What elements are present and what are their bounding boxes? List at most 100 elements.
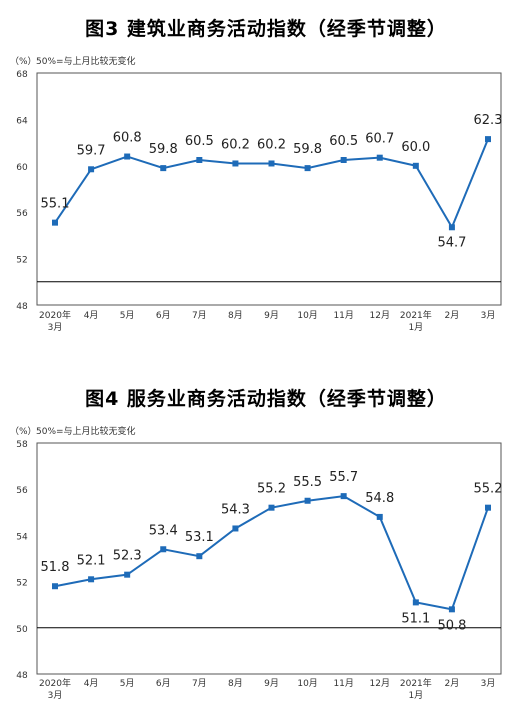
chart2-data-label: 54.3 — [221, 502, 250, 517]
chart2-data-label: 55.2 — [474, 482, 503, 497]
chart2-xtick-label: 12月 — [370, 678, 390, 689]
chart1-xtick-label: 2021年 1月 — [400, 309, 432, 333]
chart1-data-point — [448, 224, 455, 231]
chart1-data-label: 59.8 — [293, 142, 322, 157]
chart1-data-point — [340, 157, 347, 163]
chart1-ytick-label: 48 — [16, 302, 28, 312]
chart2-data-point — [448, 606, 455, 613]
chart1-data-label: 59.7 — [77, 143, 106, 158]
chart2-data-point — [196, 553, 203, 560]
chart2-ytick-label: 58 — [16, 440, 28, 450]
chart1-xtick-label: 9月 — [264, 310, 279, 321]
chart1-unit: （%） — [10, 57, 37, 67]
chart1-plot-frame — [36, 72, 502, 306]
chart2-plot: 48 50 52 54 56 58 2020年 3月 4月 5月 6月 7月 8月 9月 10月 11月 12月… — [16, 440, 503, 701]
chart1-data-point — [412, 162, 419, 169]
chart2-ytick-label: 54 — [16, 532, 28, 542]
chart1-data-label: 60.5 — [329, 134, 358, 149]
chart2-data-label: 53.1 — [185, 530, 214, 545]
chart2-data-label: 51.8 — [41, 560, 70, 575]
chart1-xtick-label: 8月 — [228, 310, 243, 321]
chart2-data-point — [160, 546, 167, 553]
chart1-data-point — [485, 136, 491, 143]
chart1-data-point — [304, 165, 311, 172]
chart1-data-label: 60.8 — [113, 131, 142, 146]
chart2-data-point — [304, 497, 311, 504]
chart2-ytick-label: 50 — [16, 625, 28, 635]
chart2-data-label: 55.5 — [293, 475, 322, 490]
chart1-data-label: 59.8 — [149, 142, 178, 157]
chart2-xtick-label: 11月 — [333, 678, 353, 689]
chart1-data-point — [124, 153, 131, 160]
chart1-data-label: 60.5 — [185, 134, 214, 149]
chart2-plot-frame — [36, 442, 502, 675]
chart2-data-label: 51.1 — [401, 611, 430, 626]
chart2-data-point — [340, 493, 347, 500]
chart1-plot: 48 52 56 60 64 68 2020年 3月 4月 5月 6月 7月 8月 9月 10月 11月 12月… — [16, 70, 503, 333]
chart2-xtick-label: 6月 — [156, 678, 171, 689]
chart1-data-label: 54.7 — [437, 235, 466, 250]
chart2-xtick-label: 10月 — [297, 678, 317, 689]
chart2-ytick-label: 56 — [16, 486, 28, 496]
chart1-data-point — [52, 219, 58, 226]
chart2-data-point — [88, 576, 95, 583]
chart1-data-label: 62.3 — [474, 113, 503, 128]
chart2-xtick-label: 2020年 3月 — [39, 677, 71, 701]
chart2-data-label: 52.3 — [113, 549, 142, 564]
chart1-data-label: 55.1 — [41, 197, 70, 212]
chart2-data-label: 54.8 — [365, 491, 394, 506]
chart1-data-label: 60.0 — [401, 140, 430, 155]
chart2-xtick-label: 8月 — [228, 678, 243, 689]
chart2-data-label: 55.7 — [329, 470, 358, 485]
chart2-unit: （%） — [10, 427, 37, 437]
chart1-xtick-label: 7月 — [192, 310, 207, 321]
chart2-data-label: 55.2 — [257, 482, 286, 497]
chart2-data-point — [124, 571, 131, 578]
chart2-data-label: 50.8 — [437, 618, 466, 633]
chart2-xtick-label: 2021年 1月 — [400, 677, 432, 701]
chart2-data-point — [376, 513, 383, 520]
chart2-data-point — [412, 599, 419, 606]
chart1-xtick-label: 2月 — [445, 310, 460, 321]
chart1-data-label: 60.7 — [365, 132, 394, 147]
chart2-data-point — [485, 504, 491, 511]
chart1-ytick-label: 60 — [16, 163, 28, 173]
chart2-note: 50%=与上月比较无变化 — [36, 427, 136, 437]
chart2-data-point — [52, 583, 58, 590]
chart1-data-point — [376, 154, 383, 161]
chart1-ytick-label: 52 — [16, 256, 27, 266]
chart1-xtick-label: 12月 — [370, 310, 390, 321]
chart1-xtick-label: 4月 — [84, 310, 99, 321]
chart1-xtick-label: 5月 — [120, 310, 135, 321]
chart2-data-label: 53.4 — [149, 523, 178, 538]
chart2-title: 图4 服务业商务活动指数（经季节调整） — [85, 388, 447, 410]
chart2-xtick-label: 7月 — [192, 678, 207, 689]
chart1-xtick-label: 2020年 3月 — [39, 309, 71, 333]
chart2-xtick-label: 2月 — [445, 678, 460, 689]
chart1-data-label: 60.2 — [221, 137, 250, 152]
chart1-title: 图3 建筑业商务活动指数（经季节调整） — [85, 18, 447, 40]
chart1-data-point — [160, 165, 167, 172]
chart2-xtick-label: 4月 — [84, 678, 99, 689]
chart1-data-point — [232, 160, 239, 167]
chart2-xtick-label: 9月 — [264, 678, 279, 689]
chart2-data-point — [268, 504, 275, 511]
chart2-data-label: 52.1 — [77, 553, 106, 568]
chart1-xtick-label: 6月 — [156, 310, 171, 321]
chart2-xtick-label: 5月 — [120, 678, 135, 689]
chart1-xtick-label: 11月 — [333, 310, 353, 321]
chart2-ytick-label: 52 — [16, 579, 27, 589]
chart1-data-point — [268, 160, 275, 167]
chart1-xtick-label: 3月 — [481, 310, 496, 321]
chart2-xtick-label: 3月 — [481, 678, 496, 689]
chart1-xtick-label: 10月 — [297, 310, 317, 321]
chart1-data-point — [88, 166, 95, 173]
chart1-data-point — [196, 157, 203, 163]
chart1-ytick-label: 68 — [16, 70, 28, 80]
chart1-note: 50%=与上月比较无变化 — [36, 57, 136, 67]
chart1-data-label: 60.2 — [257, 137, 286, 152]
chart2-data-point — [232, 525, 239, 532]
chart1-ytick-label: 64 — [16, 116, 28, 126]
chart2-ytick-label: 48 — [16, 671, 28, 681]
chart1-ytick-label: 56 — [16, 209, 28, 219]
